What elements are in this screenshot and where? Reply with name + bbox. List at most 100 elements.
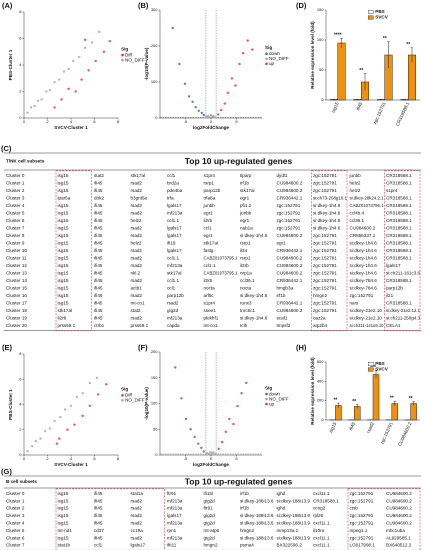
- row-label: Cluster 5: [6, 528, 25, 533]
- gene-cell: CU984600.2: [277, 255, 303, 260]
- panel-label: (B): [138, 1, 149, 10]
- gene-cell: parp12b: [167, 293, 184, 298]
- gene-cell: CR318588.1: [386, 233, 412, 238]
- gene-cell: s1pr4: [386, 188, 398, 193]
- row-label: Cluster 18: [6, 308, 27, 313]
- point: [36, 99, 40, 102]
- y-axis-label: -log10(P-value): [144, 47, 149, 80]
- gene-cell: gig2d: [204, 498, 216, 503]
- gene-cell: stat2: [131, 308, 141, 313]
- gene-cell: zgc:152791: [313, 300, 337, 305]
- gene-cell: stk17al: [131, 173, 146, 178]
- point: [59, 415, 62, 419]
- gene-cell: CR936442.1: [277, 300, 303, 305]
- gene-cell: si:dkey-784.6: [350, 278, 378, 283]
- x-tick-label: 8: [117, 456, 120, 461]
- y-tick-label: 6: [19, 36, 22, 41]
- gene-cell: stat2: [94, 173, 104, 178]
- point: [217, 447, 220, 451]
- gene-cell: ifi45: [94, 285, 103, 290]
- gene-cell: nocta: [204, 285, 216, 290]
- row-label: Cluster 3: [6, 513, 25, 518]
- row-label: Cluster 2: [6, 506, 25, 511]
- gene-cell: rsad2: [131, 278, 143, 283]
- point: [189, 428, 192, 431]
- gene-cell: ccl1: [94, 543, 103, 548]
- gene-cell: rsad2: [131, 255, 143, 260]
- legend-label: PBS: [375, 9, 384, 14]
- gene-cell: il10ra: [313, 528, 325, 533]
- point: [236, 404, 239, 408]
- gene-cell: rsad2: [131, 513, 143, 518]
- gene-cell: ifi45: [94, 308, 103, 313]
- y-axis-label: Relative expression level (fold): [310, 357, 315, 425]
- gene-cell: rsrp1: [240, 255, 251, 260]
- gene-cell: ftr91: [167, 491, 177, 496]
- gene-cell: si:dkey-1h4.6: [240, 315, 268, 320]
- y-tick-label: 0: [19, 115, 22, 120]
- gene-cell: ctsb: [350, 506, 359, 511]
- gene-cell: ifi45: [94, 300, 103, 305]
- panel-label: (E): [2, 343, 13, 352]
- gene-cell: gig2d: [204, 535, 216, 540]
- gene-cell: helz2: [350, 180, 361, 185]
- gene-cell: b3gnt5a: [131, 195, 148, 200]
- gene-cell: zgc:152791: [313, 233, 337, 238]
- point: [62, 70, 66, 73]
- gene-cell: CABZ01073795.1: [204, 255, 238, 260]
- x-axis-label: log2FoldChange: [193, 462, 229, 467]
- legend-title: Sig: [121, 387, 128, 392]
- row-label: Cluster 0: [6, 173, 25, 178]
- legend-swatch: [121, 53, 124, 57]
- gene-cell: ifi45: [94, 263, 103, 268]
- legend-swatch: [368, 367, 374, 372]
- gene-cell: isg15: [58, 535, 69, 540]
- legend-title: Sig: [265, 385, 272, 390]
- gene-cell: ighd: [277, 506, 286, 511]
- gene-cell: isg15: [58, 248, 69, 253]
- gene-cell: isg15: [58, 203, 69, 208]
- y-axis-label: -log10(P-value): [144, 387, 149, 420]
- gene-cell: ifi45: [94, 278, 103, 283]
- gene-cell: ifi15l: [204, 491, 213, 496]
- gene-cell: ctrb1: [94, 323, 105, 328]
- gene-cell: si:dkey-1h4.6: [240, 293, 268, 298]
- gene-cell: isg15: [58, 173, 69, 178]
- point: [208, 116, 211, 119]
- panel-label: (G): [1, 467, 12, 476]
- point: [83, 38, 87, 42]
- gene-cell: isg15: [58, 285, 69, 290]
- point: [200, 446, 203, 449]
- y-tick-label: 300: [151, 7, 158, 12]
- significance: **: [390, 395, 394, 401]
- gene-cell: tiparp: [240, 173, 252, 178]
- row-label: Cluster 6: [6, 218, 25, 223]
- gene-cell: si:dkey-1h4.6: [350, 270, 378, 275]
- gene-cell: zgc:152791: [277, 203, 301, 208]
- gene-cell: mf213a: [167, 210, 183, 215]
- gene-cell: si:dkey-1h4.6: [350, 248, 378, 253]
- legend-label: up: [269, 401, 275, 406]
- point: [60, 98, 63, 101]
- gene-cell: parp12b: [386, 285, 403, 290]
- gene-cell: dok2: [94, 195, 104, 200]
- gene-cell: rsrp1: [240, 240, 251, 245]
- gene-cell: rsad2: [131, 203, 143, 208]
- row-label: Cluster 8: [6, 233, 25, 238]
- point: [72, 59, 75, 63]
- gene-cell: CR318588.1: [386, 300, 412, 305]
- gene-cell: psma4: [240, 543, 254, 548]
- point: [34, 439, 37, 443]
- row-label: Cluster 19: [6, 315, 27, 320]
- gene-cell: CR318588.1: [386, 255, 412, 260]
- gene-cell: rsad2: [131, 210, 143, 215]
- gene-cell: stat1a: [131, 491, 144, 496]
- point: [53, 81, 56, 84]
- panel-label: (F): [138, 343, 148, 352]
- highlight-box: [347, 488, 421, 550]
- y-tick-label: 600: [317, 359, 324, 364]
- gene-cell: hmgb3a: [277, 285, 294, 290]
- point: [75, 395, 79, 399]
- y-tick-label: 50: [153, 426, 158, 431]
